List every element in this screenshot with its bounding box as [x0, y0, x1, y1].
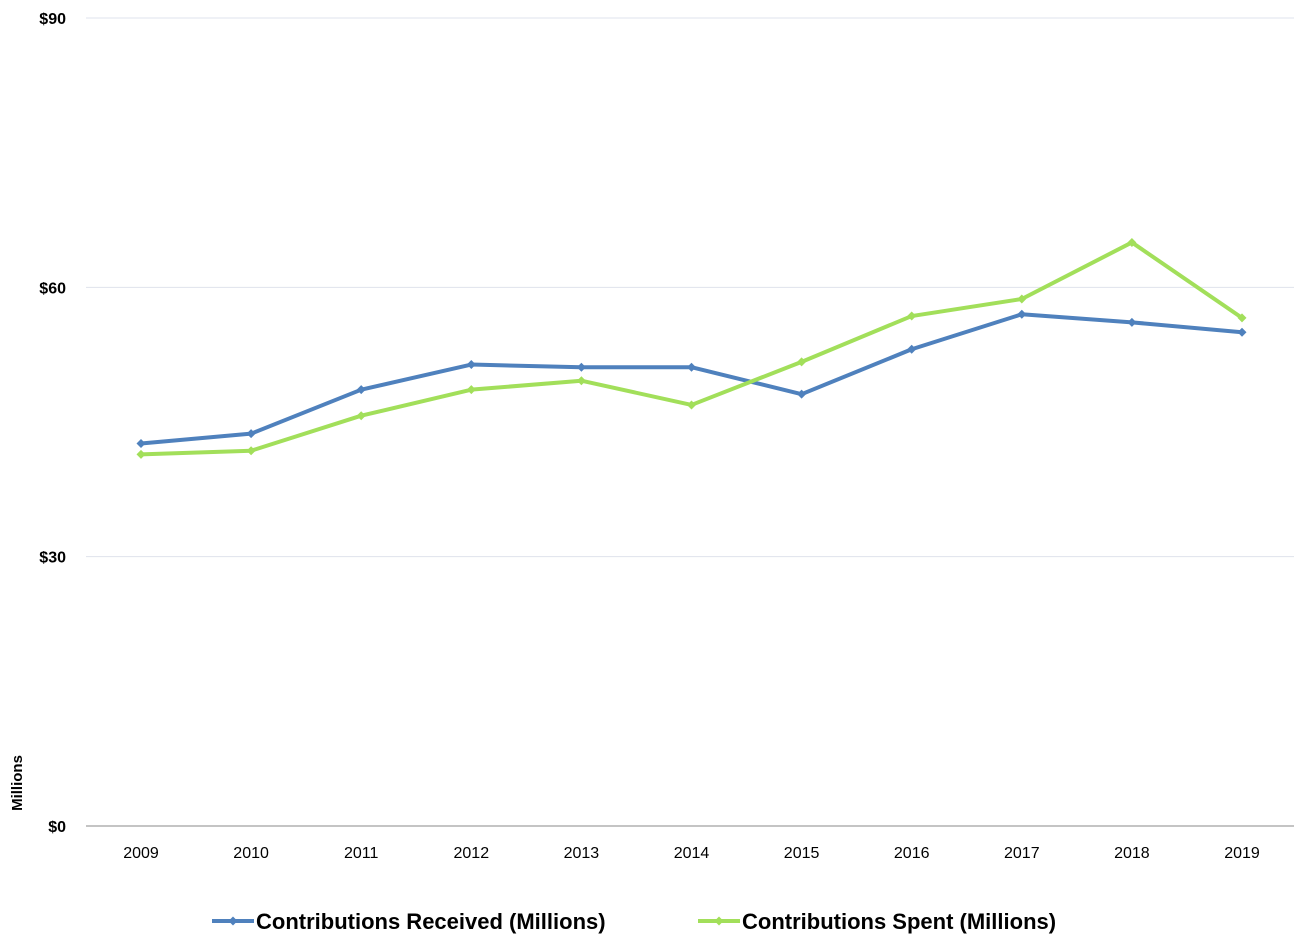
data-point [907, 311, 917, 321]
x-tick-label: 2019 [1224, 845, 1260, 862]
data-point [797, 389, 807, 399]
x-tick-label: 2010 [233, 845, 269, 862]
x-tick-label: 2011 [344, 845, 379, 862]
x-tick-label: 2014 [674, 845, 710, 862]
data-point [1017, 309, 1027, 319]
data-point [246, 446, 256, 456]
y-tick-label: $30 [39, 550, 66, 567]
series-line [139, 312, 1244, 446]
data-point [466, 385, 476, 395]
data-point [907, 344, 917, 354]
x-tick-label: 2018 [1114, 845, 1150, 862]
data-point [576, 362, 586, 372]
series-1 [136, 309, 1247, 449]
legend-swatch-marker [228, 916, 238, 926]
legend-item-2: Contributions Spent (Millions) [698, 909, 1056, 934]
x-tick-label: 2017 [1004, 845, 1040, 862]
y-tick-label: $0 [48, 819, 66, 836]
data-point [797, 357, 807, 367]
data-point [356, 385, 366, 395]
x-tick-label: 2016 [894, 845, 930, 862]
y-tick-label: $60 [39, 280, 66, 297]
data-point [1237, 313, 1247, 323]
y-axis-label: Millions [9, 755, 26, 811]
series-layer [136, 237, 1247, 459]
data-point [1237, 327, 1247, 337]
data-point [356, 411, 366, 421]
legend-item-1: Contributions Received (Millions) [212, 909, 606, 934]
x-tick-label: 2012 [454, 845, 490, 862]
series-line [139, 240, 1244, 457]
series-2 [136, 237, 1247, 459]
gridlines [86, 17, 1294, 558]
data-point [136, 449, 146, 459]
y-tick-label: $90 [39, 11, 66, 28]
data-point [687, 400, 696, 410]
x-tick-label: 2013 [564, 845, 600, 862]
data-point [246, 429, 256, 439]
legend: Contributions Received (Millions) Contrib… [212, 909, 1056, 934]
y-axis-ticks: $0 $30 $60 $90 [39, 11, 66, 836]
legend-label: Contributions Received (Millions) [256, 909, 606, 934]
x-tick-label: 2015 [784, 845, 820, 862]
x-tick-label: 2009 [123, 845, 159, 862]
data-point [1127, 237, 1137, 247]
legend-label: Contributions Spent (Millions) [742, 909, 1056, 934]
x-axis-ticks: 2009 2010 2011 2012 2013 2014 2015 2016 2017 2018… [123, 845, 1260, 862]
data-point [136, 439, 146, 449]
data-point [466, 360, 476, 370]
data-point [687, 362, 696, 372]
data-point [1127, 317, 1137, 327]
legend-swatch-marker [714, 916, 724, 926]
data-point [1017, 294, 1027, 304]
data-point [576, 376, 586, 386]
